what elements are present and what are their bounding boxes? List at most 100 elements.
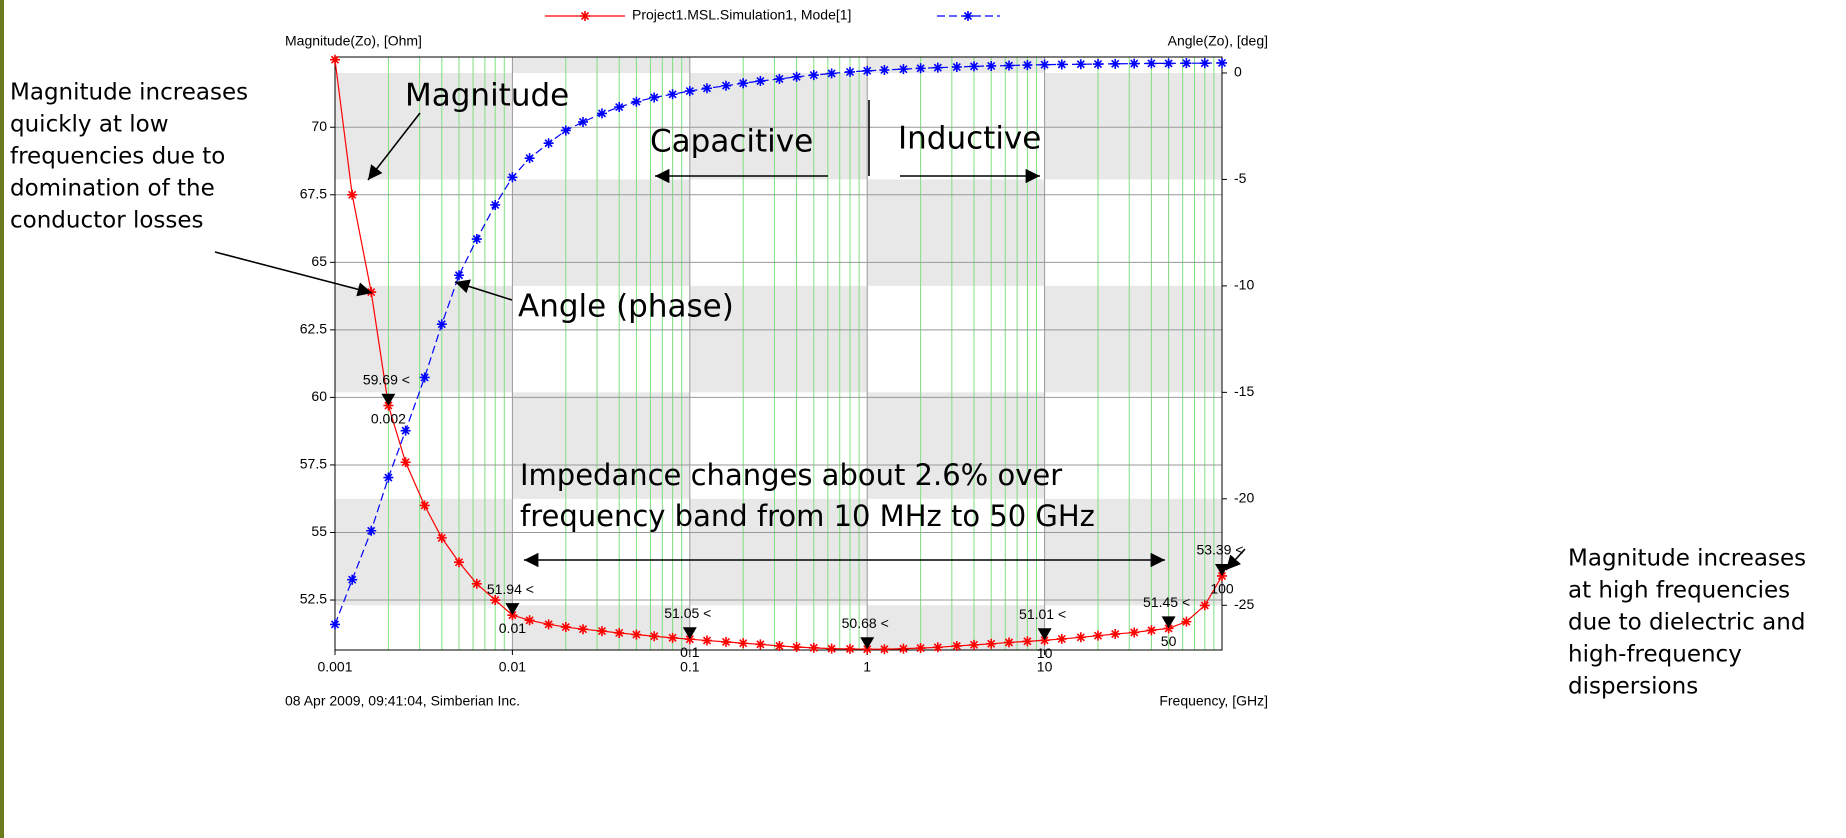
data-point — [1110, 58, 1121, 69]
grid-band — [689, 72, 868, 180]
data-point — [774, 640, 785, 651]
data-point — [490, 595, 501, 606]
x-axis-label: Frequency, [GHz] — [1159, 693, 1268, 709]
x-tick-label: 0.01 — [499, 659, 526, 675]
data-point — [383, 472, 394, 483]
y-tick-label: 62.5 — [300, 321, 327, 337]
data-point — [791, 642, 802, 653]
marker-x-label: 50 — [1161, 633, 1177, 649]
data-point — [330, 54, 340, 65]
data-point — [701, 635, 712, 646]
grid-band — [1044, 498, 1222, 606]
y-tick-label: 70 — [311, 118, 327, 134]
grid-band — [335, 72, 513, 180]
annotation: Magnitude increases — [10, 80, 248, 106]
data-point — [453, 557, 464, 568]
data-point — [826, 643, 837, 654]
marker-triangle — [505, 603, 520, 616]
data-point — [1129, 58, 1140, 69]
footer: 08 Apr 2009, 09:41:04, Simberian Inc. — [285, 693, 520, 709]
data-point — [366, 525, 377, 536]
marker-value-label: 59.69 < — [363, 371, 410, 387]
annotation-arrow — [214, 251, 373, 297]
data-point — [969, 639, 980, 650]
data-point — [755, 639, 766, 650]
y-tick-label: 60 — [311, 388, 327, 404]
data-point — [649, 92, 660, 103]
data-point — [1181, 58, 1192, 69]
grid-band — [867, 392, 1045, 499]
annotation-arrow — [1225, 548, 1246, 571]
marker-triangle — [682, 627, 697, 640]
marker-value-label: 51.94 < — [487, 581, 534, 597]
data-point — [400, 425, 411, 436]
data-point — [490, 199, 501, 210]
annotation: Magnitude increases — [1568, 546, 1806, 572]
grid-band — [1044, 72, 1222, 180]
marker-value-label: 51.45 < — [1143, 594, 1190, 610]
marker-x-label: 0.002 — [371, 410, 406, 426]
marker-triangle — [1037, 628, 1052, 641]
marker-value-label: 51.01 < — [1019, 606, 1066, 622]
data-point — [1199, 58, 1210, 69]
data-point — [560, 622, 571, 633]
marker-x-label: 100 — [1210, 581, 1234, 597]
annotation: at high frequencies — [1568, 578, 1790, 604]
data-point — [951, 640, 962, 651]
data-point — [436, 532, 447, 543]
x-tick-label: 10 — [1037, 659, 1053, 675]
data-point — [684, 86, 695, 97]
y-tick-label: 67.5 — [300, 185, 327, 201]
annotation: Capacitive — [650, 124, 813, 160]
y2-axis-label: Angle(Zo), [deg] — [1168, 33, 1268, 49]
data-point — [932, 62, 943, 73]
grid-band — [512, 605, 690, 650]
data-point — [791, 71, 802, 82]
marker-triangle — [860, 637, 875, 650]
data-point — [597, 108, 608, 119]
data-point — [1163, 58, 1174, 69]
annotation: conductor losses — [10, 208, 204, 234]
data-point — [684, 634, 695, 645]
data-point — [774, 73, 785, 84]
y-tick-label: 57.5 — [300, 456, 327, 472]
grid-band — [867, 605, 1045, 650]
data-point — [1146, 625, 1157, 636]
data-point — [1056, 633, 1067, 644]
data-point — [1022, 636, 1033, 647]
data-point — [400, 457, 411, 468]
data-point — [986, 60, 997, 71]
data-point — [1022, 60, 1033, 71]
data-point — [701, 83, 712, 94]
annotation: Angle (phase) — [518, 289, 734, 325]
y2-tick-label: -25 — [1234, 596, 1254, 612]
data-point — [524, 615, 535, 626]
x-tick-label: 1 — [863, 659, 871, 675]
y2-tick-label: -20 — [1234, 490, 1254, 506]
grid-band — [689, 498, 868, 606]
data-point — [1093, 59, 1103, 70]
data-point — [614, 102, 625, 113]
data-point — [879, 64, 890, 75]
annotation: frequency band from 10 MHz to 50 GHz — [520, 499, 1095, 533]
data-point — [471, 234, 482, 245]
data-point — [1110, 629, 1121, 640]
data-point — [631, 629, 642, 640]
data-point — [738, 638, 749, 649]
data-point — [1075, 59, 1086, 70]
side-bar — [0, 0, 4, 838]
y-tick-label: 55 — [311, 523, 327, 539]
marker-triangle — [1161, 616, 1176, 629]
data-point — [1217, 57, 1227, 68]
annotation: Impedance changes about 2.6% over — [520, 458, 1062, 492]
data-point — [808, 70, 819, 81]
data-point — [1129, 627, 1140, 638]
annotation-arrow — [454, 279, 513, 301]
grid-band — [335, 285, 513, 393]
data-point — [898, 64, 909, 75]
y-tick-label: 65 — [311, 253, 327, 269]
data-point — [649, 631, 660, 642]
marker-triangle — [1215, 563, 1229, 576]
grid-band — [512, 57, 690, 73]
